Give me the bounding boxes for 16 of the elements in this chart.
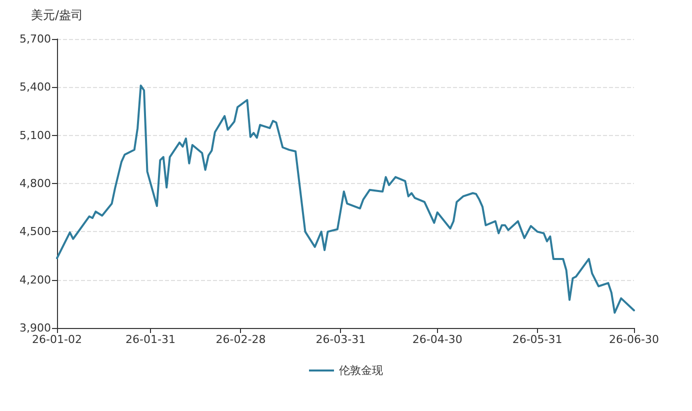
x-tick-label: 26-04-30 xyxy=(412,333,462,346)
x-tick-label: 26-03-31 xyxy=(316,333,366,346)
x-tick-label: 26-01-31 xyxy=(126,333,176,346)
y-tick-label: 3,900 xyxy=(20,322,51,334)
y-tick-label: 4,500 xyxy=(20,225,51,238)
y-tick-label: 4,800 xyxy=(20,177,51,190)
y-tick-label: 5,700 xyxy=(20,32,51,46)
y-tick-label: 5,400 xyxy=(20,80,51,94)
x-tick-label: 26-05-31 xyxy=(512,333,562,346)
y-tick-label: 4,200 xyxy=(20,273,51,286)
x-tick-label: 26-01-02 xyxy=(32,333,82,346)
x-tick-label: 26-06-30 xyxy=(609,333,659,346)
legend-label: 伦敦金现 xyxy=(339,364,383,377)
y-axis-title: 美元/盎司 xyxy=(30,8,84,22)
x-tick-label: 26-02-28 xyxy=(216,333,266,346)
y-tick-label: 5,100 xyxy=(20,128,51,142)
